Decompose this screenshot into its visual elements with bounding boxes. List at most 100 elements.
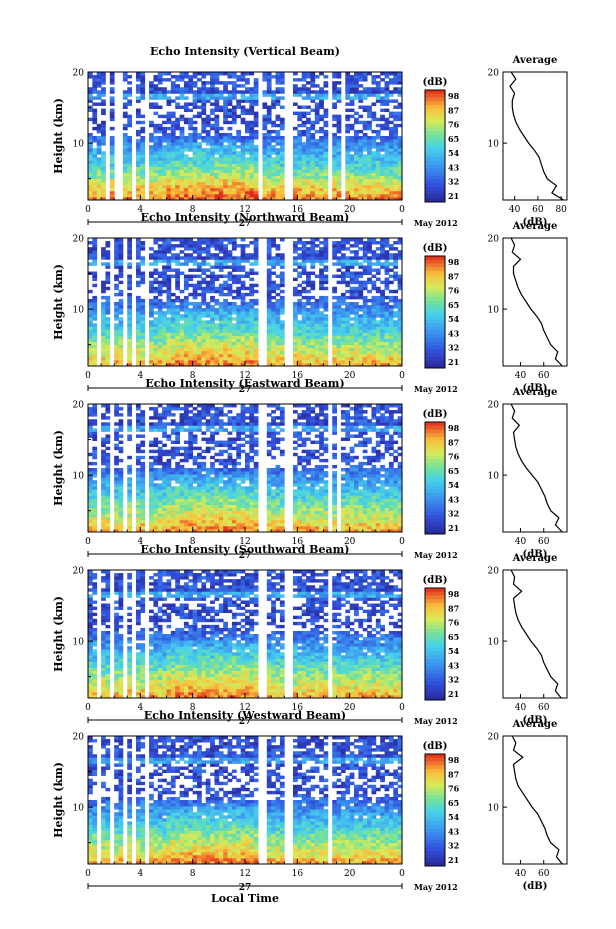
heatmap-cell (157, 123, 163, 128)
heatmap-cell (149, 193, 154, 198)
colorbar-tick-label: 87 (448, 271, 459, 281)
heatmap-cell (275, 123, 281, 128)
heatmap-cell (358, 175, 364, 180)
heatmap-cell (140, 498, 146, 502)
heatmap-cell (340, 262, 346, 266)
heatmap-cell (236, 350, 242, 355)
heatmap-cell (271, 326, 276, 330)
heatmap-cell (183, 72, 189, 76)
heatmap-cell (183, 510, 189, 515)
heatmap-cell (149, 498, 154, 502)
heatmap-cell (375, 178, 381, 183)
heatmap-cell (197, 178, 202, 183)
heatmap-cell (218, 286, 224, 291)
heatmap-cell (188, 157, 194, 161)
heatmap-cell (319, 283, 324, 288)
heatmap-cell (162, 274, 167, 279)
heatmap-cell (362, 96, 368, 100)
heatmap-cell (292, 353, 298, 358)
heatmap-cell (201, 344, 207, 349)
heatmap-cell (183, 148, 189, 152)
heatmap-cell (135, 253, 141, 257)
heatmap-cell (306, 335, 311, 339)
heatmap-cell (319, 280, 324, 285)
heatmap-cell (306, 341, 311, 346)
heatmap-cell (332, 84, 337, 88)
heatmap-cell (227, 323, 233, 327)
heatmap-cell (358, 142, 364, 146)
heatmap-cell (371, 114, 377, 119)
heatmap-cell (375, 289, 381, 294)
heatmap-cell (319, 268, 324, 272)
heatmap-cell (240, 178, 246, 183)
heatmap-cell (188, 166, 194, 170)
heatmap-cell (149, 166, 154, 170)
heatmap-cell (101, 289, 106, 294)
heatmap-cell (271, 244, 276, 248)
heatmap-cell (218, 356, 224, 361)
heatmap-cell (349, 169, 355, 173)
heatmap-cell (397, 353, 403, 358)
heatmap-cell (140, 114, 146, 119)
heatmap-cell (345, 151, 351, 155)
heatmap-cell (332, 326, 337, 330)
heatmap-cell (153, 142, 159, 146)
heatmap-cell (214, 259, 220, 263)
heatmap-cell (127, 262, 133, 266)
heatmap-cell (231, 265, 237, 269)
x-tick-label: 8 (190, 205, 196, 215)
heatmap-cell (101, 338, 106, 343)
heatmap-cell (101, 510, 106, 515)
heatmap-cell (297, 308, 303, 312)
heatmap-cell (197, 262, 202, 266)
heatmap-cell (388, 114, 394, 119)
heatmap-cell (393, 132, 399, 137)
heatmap-cell (162, 277, 167, 282)
heatmap-cell (162, 464, 167, 469)
heatmap-cell (227, 274, 233, 279)
heatmap-cell (332, 250, 337, 254)
heatmap-cell (345, 142, 351, 146)
heatmap-cell (393, 126, 399, 131)
heatmap-cell (166, 117, 172, 122)
heatmap-cell (354, 317, 359, 321)
heatmap-cell (140, 247, 146, 251)
heatmap-cell (192, 356, 198, 361)
heatmap-cell (135, 449, 141, 454)
heatmap-cell (118, 422, 124, 426)
heatmap-cell (279, 196, 285, 201)
heatmap-cell (205, 326, 211, 330)
heatmap-cell (249, 286, 255, 291)
heatmap-cell (88, 247, 93, 251)
heatmap-cell (101, 111, 106, 116)
heatmap-cell (170, 166, 176, 170)
heatmap-cell (205, 302, 211, 306)
heatmap-cell (162, 93, 167, 97)
heatmap-cell (297, 129, 303, 134)
heatmap-cell (345, 187, 351, 192)
heatmap-cell (101, 492, 106, 496)
heatmap-cell (336, 305, 342, 309)
heatmap-cell (236, 129, 242, 134)
heatmap-cell (384, 359, 390, 364)
heatmap-cell (332, 123, 337, 128)
heatmap-cell (162, 178, 167, 183)
heatmap-cell (149, 504, 154, 509)
heatmap-cell (362, 317, 368, 321)
heatmap-cell (88, 323, 93, 327)
heatmap-cell (301, 247, 307, 251)
heatmap-cell (380, 335, 385, 339)
heatmap-cell (249, 142, 255, 146)
heatmap-cell (279, 256, 285, 260)
heatmap-cell (292, 356, 298, 361)
heatmap-cell (310, 90, 316, 94)
heatmap-cell (218, 136, 224, 140)
heatmap-cell (249, 338, 255, 343)
heatmap-cell (375, 169, 381, 173)
heatmap-cell (275, 172, 281, 177)
heatmap-cell (253, 329, 259, 333)
heatmap-cell (105, 359, 111, 364)
heatmap-cell (140, 93, 146, 97)
heatmap-cell (271, 102, 276, 106)
heatmap-cell (367, 347, 372, 352)
